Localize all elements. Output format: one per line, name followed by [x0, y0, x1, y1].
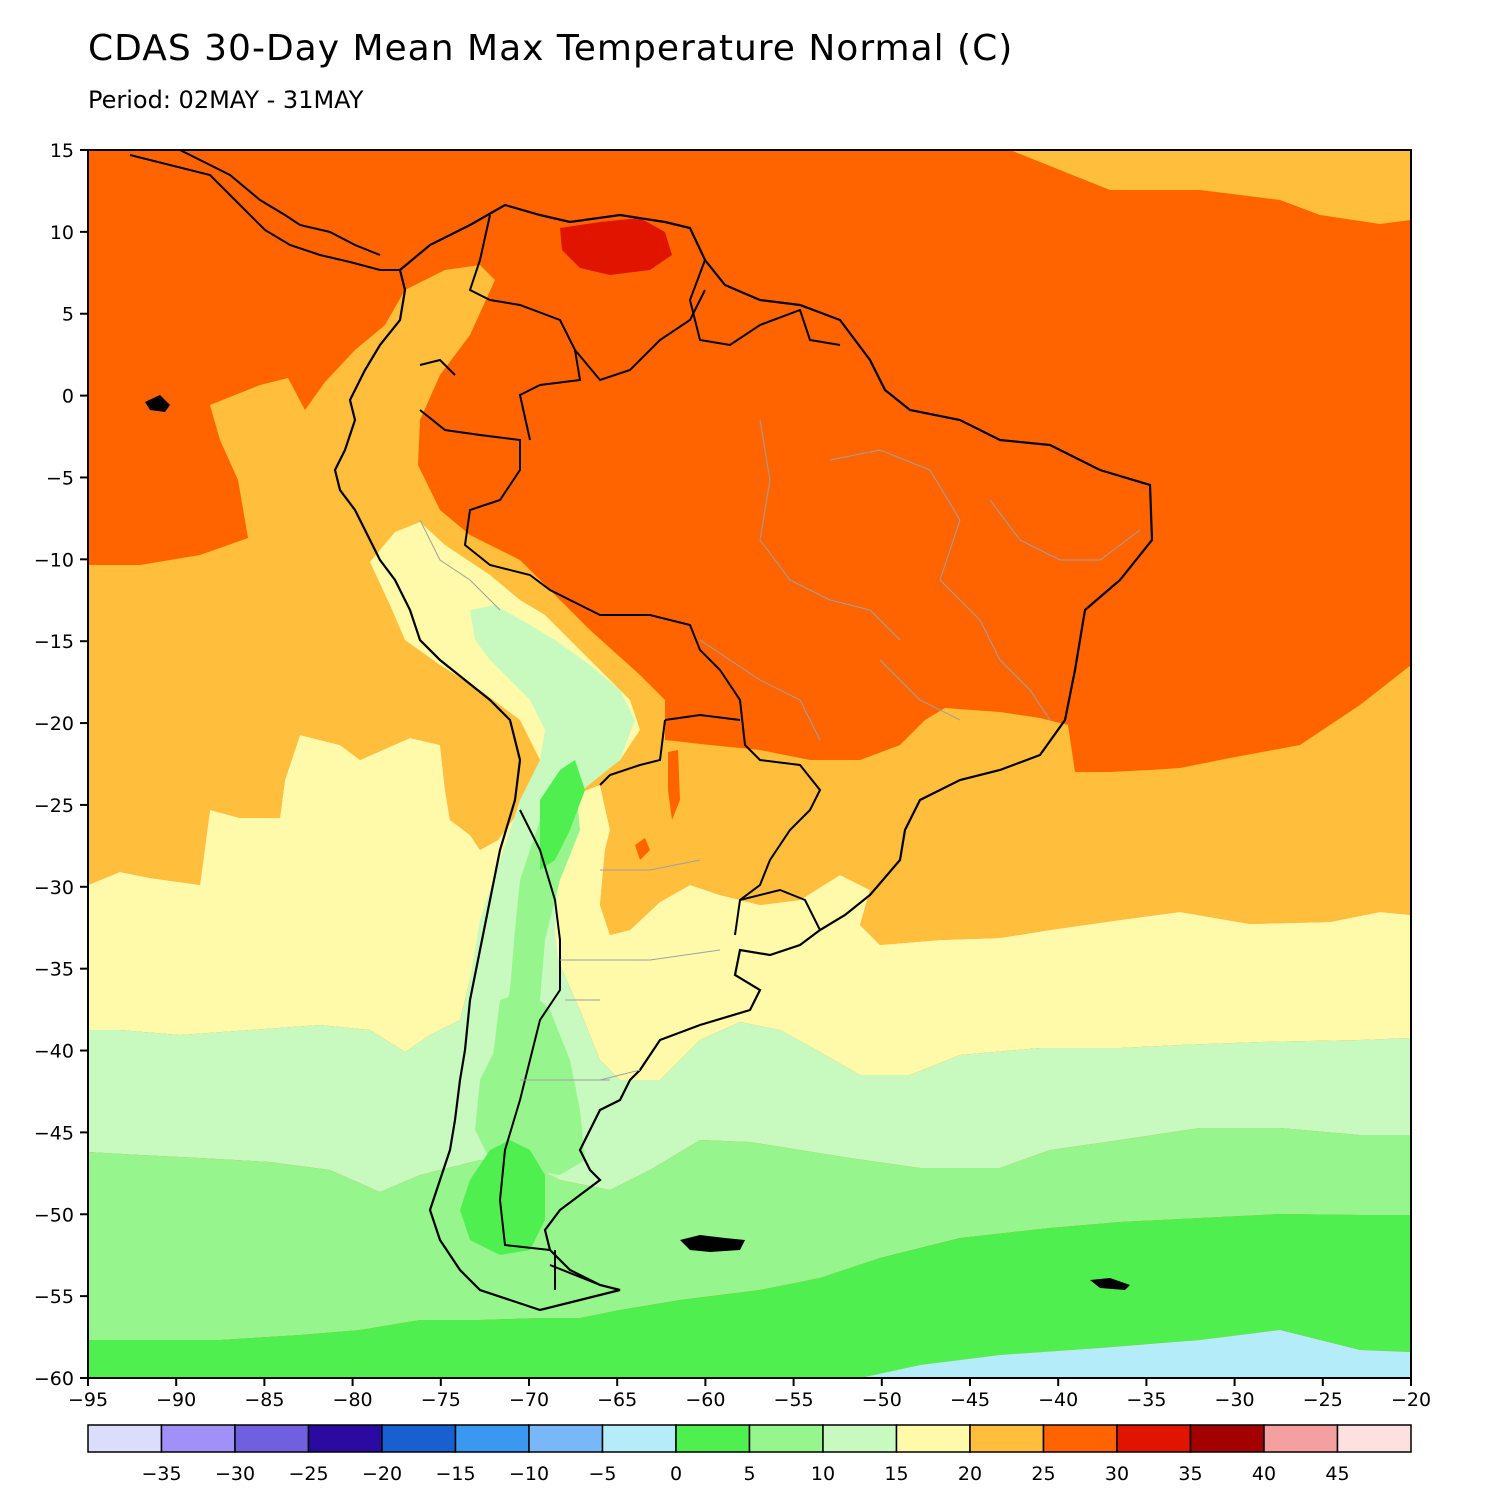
y-tick-label: −15	[34, 631, 74, 653]
colorbar-label: 0	[670, 1463, 682, 1485]
colorbar-swatch	[234, 1424, 310, 1453]
y-tick-label: −60	[34, 1368, 74, 1390]
colorbar-label: −30	[215, 1463, 255, 1485]
band-neg5-0	[860, 1330, 1411, 1378]
y-tick-label: 0	[62, 386, 74, 408]
contour-fill	[88, 150, 1411, 1378]
x-tick-label: −35	[1126, 1389, 1166, 1411]
colorbar-label: 5	[743, 1463, 755, 1485]
y-tick-label: 5	[62, 304, 74, 326]
x-axis: −95 −90 −85 −80 −75 −70 −65 −60 −55 −50 −45 −40 −35 −…	[68, 1378, 1431, 1411]
y-tick-label: −40	[34, 1041, 74, 1063]
y-tick-label: 10	[50, 222, 74, 244]
colorbar-swatch	[675, 1424, 751, 1453]
colorbar-label: 25	[1031, 1463, 1055, 1485]
colorbar-label: 10	[811, 1463, 835, 1485]
colorbar-swatch	[969, 1424, 1045, 1453]
x-tick-label: −90	[156, 1389, 196, 1411]
band-20-25-west	[88, 265, 1411, 945]
x-tick-label: −70	[509, 1389, 549, 1411]
colorbar-swatch	[895, 1424, 971, 1453]
colorbar-swatch	[160, 1424, 236, 1453]
coastline-central-america	[129, 150, 400, 271]
x-tick-label: −65	[597, 1389, 637, 1411]
map-title: CDAS 30-Day Mean Max Temperature Normal …	[88, 28, 1014, 69]
y-tick-label: −50	[34, 1204, 74, 1226]
colorbar-swatch	[822, 1424, 898, 1453]
colorbar-swatch	[1189, 1424, 1265, 1453]
band-5-10	[88, 1128, 1411, 1340]
colorbar-swatch	[1263, 1424, 1339, 1453]
galapagos-islands	[145, 395, 170, 412]
country-borders	[419, 214, 841, 1290]
y-tick-label: −10	[34, 549, 74, 571]
colorbar-label: −35	[141, 1463, 181, 1485]
x-tick-label: −45	[950, 1389, 990, 1411]
band-30-35	[560, 218, 672, 275]
x-tick-label: −20	[1391, 1389, 1431, 1411]
colorbar-swatch	[1116, 1424, 1192, 1453]
colorbar-swatch	[381, 1424, 457, 1453]
colorbar-swatch	[87, 1424, 163, 1453]
band-15-20	[88, 735, 1411, 1080]
x-tick-label: −80	[333, 1389, 373, 1411]
x-tick-label: −60	[685, 1389, 725, 1411]
x-tick-label: −50	[862, 1389, 902, 1411]
band-25-30-spot2	[668, 750, 680, 820]
x-tick-label: −85	[244, 1389, 284, 1411]
colorbar-label: 40	[1252, 1463, 1276, 1485]
period-label: Period: 02MAY - 31MAY	[88, 86, 364, 114]
band-0-5-andes-mid	[540, 760, 585, 870]
colorbar-swatch	[748, 1424, 824, 1453]
colorbar-swatch	[1336, 1424, 1412, 1453]
colorbar-swatch	[601, 1424, 677, 1453]
band-0-5	[88, 1214, 1411, 1378]
band-10-15	[88, 870, 1411, 1192]
band-25-30-spot	[635, 838, 650, 860]
y-tick-label: −45	[34, 1122, 74, 1144]
colorbar-label: 20	[958, 1463, 982, 1485]
y-tick-label: 15	[50, 140, 74, 162]
band-20-25-ne	[1010, 150, 1411, 224]
colorbar: −35 −30 −25 −20 −15 −10 −5 0 5 10 15 20 25 30 35 40 45	[87, 1424, 1412, 1485]
colorbar-label: −20	[362, 1463, 402, 1485]
y-tick-label: −5	[46, 467, 74, 489]
plot-frame	[87, 149, 1412, 1379]
colorbar-swatch	[528, 1424, 604, 1453]
colorbar-label: 15	[884, 1463, 908, 1485]
x-tick-label: −25	[1303, 1389, 1343, 1411]
y-tick-label: −25	[34, 795, 74, 817]
south-georgia	[1090, 1278, 1130, 1290]
colorbar-swatch	[1042, 1424, 1118, 1453]
x-tick-label: −75	[421, 1389, 461, 1411]
colorbar-label: −10	[509, 1463, 549, 1485]
x-tick-label: −40	[1038, 1389, 1078, 1411]
state-borders	[419, 419, 1141, 1081]
colorbar-label: 45	[1325, 1463, 1349, 1485]
band-5-10-patagonia	[480, 990, 585, 1175]
x-tick-label: −95	[68, 1389, 108, 1411]
colorbar-label: −25	[288, 1463, 328, 1485]
colorbar-swatch	[454, 1424, 530, 1453]
colorbar-label: −15	[435, 1463, 475, 1485]
y-tick-label: −30	[34, 877, 74, 899]
y-tick-label: −35	[34, 959, 74, 981]
colorbar-label: −5	[588, 1463, 616, 1485]
colorbar-swatch	[307, 1424, 383, 1453]
colorbar-label: 30	[1105, 1463, 1129, 1485]
x-tick-label: −30	[1215, 1389, 1255, 1411]
falkland-islands	[680, 1235, 745, 1252]
colorbar-label: 35	[1178, 1463, 1202, 1485]
x-tick-label: −55	[774, 1389, 814, 1411]
y-axis: 15 10 5 0 −5 −10 −15 −20 −25 −30 −35 −40 −45 −50 −55 −6…	[34, 140, 88, 1390]
band-0-5-patagonia	[460, 1140, 545, 1255]
y-tick-label: −55	[34, 1286, 74, 1308]
y-tick-label: −20	[34, 713, 74, 735]
coastline-south-america	[333, 203, 1154, 1312]
